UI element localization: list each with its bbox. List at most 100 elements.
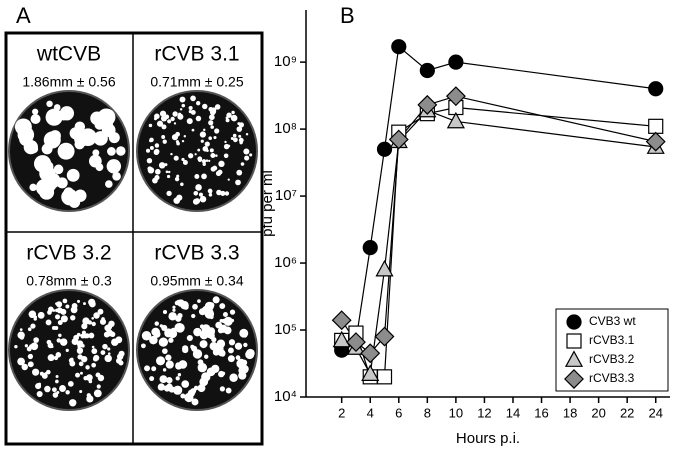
plaque-spot xyxy=(181,157,185,162)
plaque-spot xyxy=(160,115,168,122)
plaque-spot xyxy=(193,327,202,337)
plaque-spot xyxy=(92,356,99,362)
plaque-spot xyxy=(80,371,83,375)
plaque-spot xyxy=(209,114,215,121)
x-tick-label: 16 xyxy=(534,405,548,420)
plaque-spot xyxy=(140,343,146,349)
plaque-spot xyxy=(36,391,43,398)
plaque-spot xyxy=(148,123,153,128)
plaque-spot xyxy=(161,124,167,130)
x-tick-label: 8 xyxy=(424,405,431,420)
plaque-spot xyxy=(17,357,25,366)
plaque-spot xyxy=(246,348,255,358)
plaque-spot xyxy=(168,337,174,343)
plaque-spot xyxy=(106,159,122,174)
plaque-spot xyxy=(239,140,243,145)
marker xyxy=(648,81,664,97)
cell-subtitle: 0.78mm ± 0.3 xyxy=(26,273,112,289)
marker xyxy=(362,240,378,256)
plaque-spot xyxy=(236,126,243,132)
plaque-spot xyxy=(83,302,86,306)
plaque-spot xyxy=(151,337,155,342)
plaque-spot xyxy=(191,313,196,319)
plaque-spot xyxy=(28,310,37,319)
marker xyxy=(332,330,351,348)
cell-title: rCVB 3.1 xyxy=(154,43,239,66)
plaque-spot xyxy=(95,163,104,172)
x-tick-label: 22 xyxy=(620,405,634,420)
plaque-spot xyxy=(166,174,171,179)
plaque-spot xyxy=(159,324,163,328)
plaque-spot xyxy=(223,153,229,159)
plaque-spot xyxy=(216,189,222,196)
x-tick-label: 12 xyxy=(477,405,491,420)
plaque-spot xyxy=(115,357,122,364)
plaque-spot xyxy=(57,142,75,160)
marker xyxy=(361,364,380,381)
plaque-spot xyxy=(30,113,41,125)
plaque-spot xyxy=(182,346,189,354)
plaque-spot xyxy=(220,190,226,196)
x-tick-label: 4 xyxy=(367,405,374,420)
plaque-spot xyxy=(93,131,108,146)
plaque-spot xyxy=(146,158,153,164)
plaque-spot xyxy=(229,373,238,382)
plaque-spot xyxy=(86,374,93,382)
plaque-spot xyxy=(231,110,235,115)
plaque-spot xyxy=(154,321,159,326)
plaque-spot xyxy=(181,139,185,143)
plaque-spot xyxy=(181,305,185,309)
plaque-spot xyxy=(168,312,177,321)
plaque-spot xyxy=(68,357,74,363)
plaque-spot xyxy=(165,360,174,369)
plaque-spot xyxy=(79,128,97,147)
plaque-spot xyxy=(190,95,196,102)
plaque-spot xyxy=(55,379,59,384)
plaque-spot xyxy=(212,165,217,170)
plaque-spot xyxy=(243,148,250,155)
plaque-spot xyxy=(151,366,157,372)
plaque-spot xyxy=(202,103,208,110)
plaque-spot xyxy=(209,314,214,320)
plaque-spot xyxy=(203,128,206,132)
y-tick-label: 10⁸ xyxy=(274,120,297,137)
plaque-spot xyxy=(88,332,95,339)
plaque-spot xyxy=(53,164,64,175)
x-tick-label: 10 xyxy=(449,405,463,420)
plaque-spot xyxy=(23,139,38,155)
plaque-spot xyxy=(52,392,59,398)
marker xyxy=(417,94,438,115)
cell-title: rCVB 3.2 xyxy=(26,242,111,265)
plaque-spot xyxy=(144,365,151,372)
x-tick-label: 18 xyxy=(563,405,577,420)
plaque-spot xyxy=(204,354,209,359)
plaque-spot xyxy=(96,384,101,389)
plaque-spot xyxy=(77,299,81,303)
marker xyxy=(346,332,366,353)
plaque-spot xyxy=(149,139,153,143)
plaque-spot xyxy=(118,350,125,357)
plaque-spot xyxy=(215,154,218,157)
plaque-spot xyxy=(193,385,199,391)
plaque-spot xyxy=(197,156,203,162)
plaque-spot xyxy=(227,347,234,354)
plaque-spot xyxy=(211,364,220,374)
marker xyxy=(374,326,395,347)
plaque-spot xyxy=(177,373,182,377)
marker xyxy=(376,141,393,157)
plaque-spot xyxy=(186,118,193,125)
y-tick-label: 10⁵ xyxy=(274,321,297,338)
plaque-spot xyxy=(62,298,68,304)
plaque-spot xyxy=(229,309,236,315)
marker xyxy=(388,129,409,150)
plaque-spot xyxy=(210,125,214,129)
plaque-spot xyxy=(161,135,166,139)
plaque-spot xyxy=(107,352,111,355)
plaque-spot xyxy=(43,131,61,149)
plaque-spot xyxy=(100,350,106,356)
plaque-spot xyxy=(178,112,182,116)
plaque-spot xyxy=(61,188,78,206)
plaque-spot xyxy=(204,141,210,147)
plaque-spot xyxy=(59,112,68,121)
plaque-spot xyxy=(91,345,95,349)
